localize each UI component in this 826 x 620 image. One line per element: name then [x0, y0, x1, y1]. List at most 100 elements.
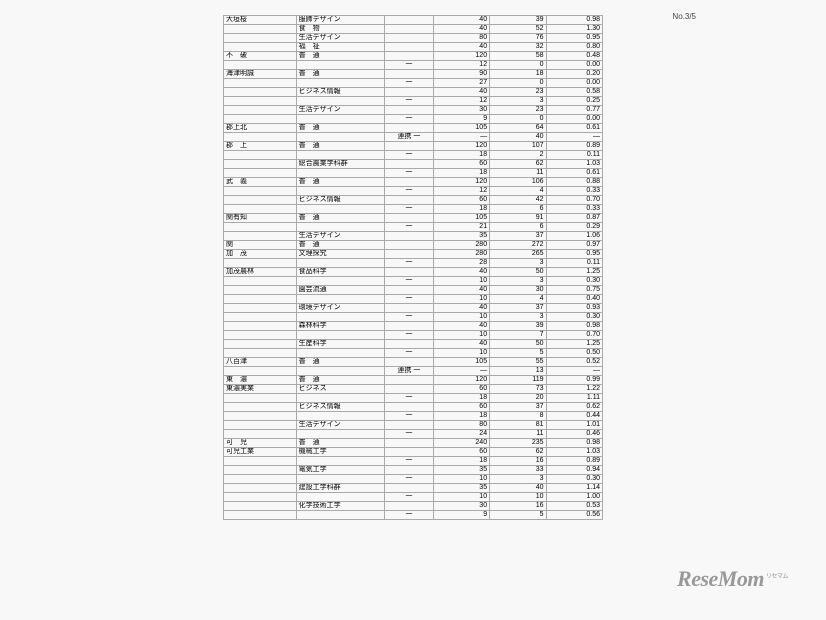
cell-a: 18	[433, 394, 489, 403]
cell-a: 10	[433, 295, 489, 304]
cell-sub	[385, 106, 433, 115]
cell-a: 30	[433, 502, 489, 511]
cell-school: 郡上北	[224, 124, 297, 133]
cell-sub: 一	[385, 349, 433, 358]
cell-dept: 生活デザイン	[296, 106, 385, 115]
cell-sub	[385, 178, 433, 187]
cell-c: 0.98	[546, 16, 602, 25]
cell-b: 39	[490, 322, 546, 331]
cell-b: 37	[490, 403, 546, 412]
cell-school: 八百津	[224, 358, 297, 367]
cell-school	[224, 313, 297, 322]
cell-school	[224, 295, 297, 304]
cell-dept: 普 通	[296, 124, 385, 133]
table-row: 一24110.46	[224, 430, 603, 439]
table-row: 園芸流通40300.75	[224, 286, 603, 295]
cell-a: 40	[433, 43, 489, 52]
table-row: 総合農業学科群60621.03	[224, 160, 603, 169]
cell-b: 6	[490, 205, 546, 214]
cell-a: 18	[433, 205, 489, 214]
cell-b: 3	[490, 97, 546, 106]
table-row: 関有知普 通105910.87	[224, 214, 603, 223]
cell-b: 64	[490, 124, 546, 133]
table-row: 東濃実業ビジネス60731.22	[224, 385, 603, 394]
cell-b: 2	[490, 151, 546, 160]
cell-c: 0.95	[546, 34, 602, 43]
cell-c: 0.44	[546, 412, 602, 421]
cell-c: 0.58	[546, 88, 602, 97]
table-row: 一1050.50	[224, 349, 603, 358]
cell-b: 11	[490, 430, 546, 439]
cell-c: 1.03	[546, 448, 602, 457]
cell-c: 0.61	[546, 169, 602, 178]
cell-a: 27	[433, 79, 489, 88]
cell-c: 1.14	[546, 484, 602, 493]
cell-sub: 連携 一	[385, 133, 433, 142]
table-row: 大垣桜服飾デザイン40390.98	[224, 16, 603, 25]
cell-dept	[296, 79, 385, 88]
cell-a: 10	[433, 313, 489, 322]
cell-c: 0.50	[546, 349, 602, 358]
table-row: ビジネス情報60370.62	[224, 403, 603, 412]
cell-a: 9	[433, 115, 489, 124]
cell-school	[224, 403, 297, 412]
table-row: 加 茂文理探究2802650.95	[224, 250, 603, 259]
cell-b: 0	[490, 61, 546, 70]
cell-a: 60	[433, 448, 489, 457]
cell-c: 0.11	[546, 259, 602, 268]
cell-b: 55	[490, 358, 546, 367]
cell-sub	[385, 502, 433, 511]
cell-c: 0.29	[546, 223, 602, 232]
cell-c: 0.97	[546, 241, 602, 250]
table-row: 一18110.61	[224, 169, 603, 178]
cell-sub	[385, 448, 433, 457]
cell-school: 関有知	[224, 214, 297, 223]
cell-a: 120	[433, 178, 489, 187]
cell-dept: 園芸流通	[296, 286, 385, 295]
cell-sub	[385, 124, 433, 133]
cell-school	[224, 43, 297, 52]
cell-c: 0.20	[546, 70, 602, 79]
cell-c: 1.30	[546, 25, 602, 34]
cell-a: 280	[433, 241, 489, 250]
cell-school: 加茂農林	[224, 268, 297, 277]
cell-school	[224, 466, 297, 475]
table-row: 加茂農林食品科学40501.25	[224, 268, 603, 277]
cell-sub	[385, 340, 433, 349]
cell-a: 40	[433, 268, 489, 277]
cell-dept: 生活デザイン	[296, 421, 385, 430]
table-row: 一1200.00	[224, 61, 603, 70]
cell-b: 20	[490, 394, 546, 403]
cell-sub: 一	[385, 493, 433, 502]
cell-dept	[296, 331, 385, 340]
cell-c: 0.00	[546, 79, 602, 88]
cell-c: —	[546, 133, 602, 142]
cell-b: 5	[490, 349, 546, 358]
cell-b: 23	[490, 106, 546, 115]
cell-c: 0.88	[546, 178, 602, 187]
cell-school	[224, 61, 297, 70]
cell-school	[224, 421, 297, 430]
cell-c: 0.30	[546, 313, 602, 322]
cell-school	[224, 322, 297, 331]
cell-school	[224, 304, 297, 313]
cell-school: 大垣桜	[224, 16, 297, 25]
cell-dept: ビジネス	[296, 385, 385, 394]
cell-school	[224, 232, 297, 241]
cell-b: 3	[490, 313, 546, 322]
table-row: 福 祉40320.80	[224, 43, 603, 52]
cell-sub	[385, 484, 433, 493]
cell-c: 0.98	[546, 322, 602, 331]
cell-sub	[385, 52, 433, 61]
cell-a: 60	[433, 385, 489, 394]
cell-c: 0.89	[546, 142, 602, 151]
page-number: No.3/5	[672, 12, 696, 21]
cell-a: 12	[433, 61, 489, 70]
cell-sub	[385, 232, 433, 241]
cell-a: 24	[433, 430, 489, 439]
cell-dept: 生活デザイン	[296, 34, 385, 43]
cell-dept: 食 物	[296, 25, 385, 34]
data-table: 大垣桜服飾デザイン40390.98食 物40521.30生活デザイン80760.…	[223, 15, 603, 520]
table-row: 東 濃普 通1201190.99	[224, 376, 603, 385]
cell-c: 0.00	[546, 115, 602, 124]
